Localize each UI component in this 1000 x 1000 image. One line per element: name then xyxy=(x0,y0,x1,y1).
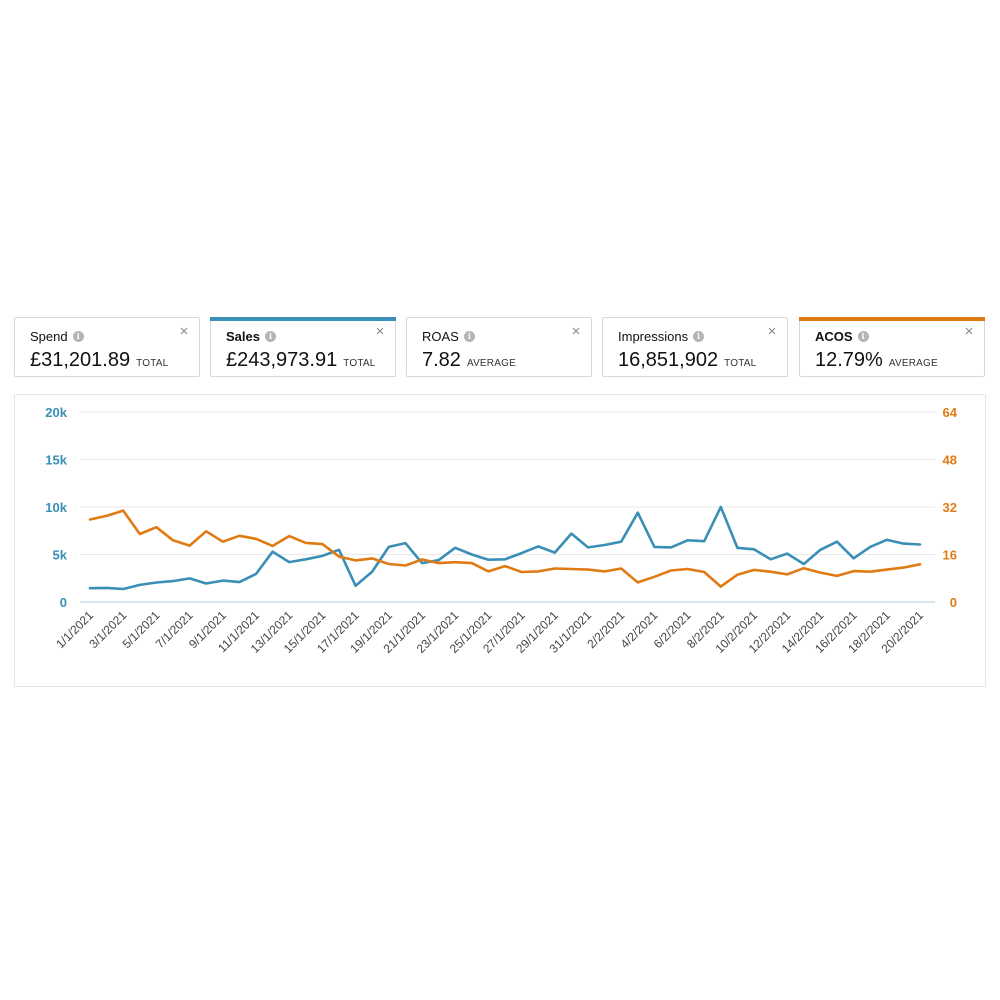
close-icon[interactable]: × xyxy=(571,323,581,340)
chart-panel: 0 5k 10k 15k 20k 0 16 32 48 64 1/1/2021 3/1/2021 5/1… xyxy=(14,394,986,687)
info-icon[interactable]: i xyxy=(857,330,869,342)
y-right-tick-label: 48 xyxy=(943,453,957,468)
metric-unit: AVERAGE xyxy=(888,358,938,369)
line-chart: 05k10k15k20k0163248641/1/20213/1/20215/1… xyxy=(45,405,958,656)
close-icon[interactable]: × xyxy=(767,323,777,340)
metric-value: £31,201.89 xyxy=(30,349,131,371)
metric-card-impressions[interactable]: Impressions i × 16,851,902 TOTAL xyxy=(602,317,788,377)
metric-value: £243,973.91 xyxy=(226,349,338,371)
metric-label: Spend xyxy=(30,328,68,344)
metric-value: 12.79% xyxy=(815,349,883,371)
metric-unit: TOTAL xyxy=(343,358,376,369)
info-icon[interactable]: i xyxy=(72,330,84,342)
metric-card-roas[interactable]: ROAS i × 7.82 AVERAGE xyxy=(406,317,592,377)
y-left-tick-label: 5k xyxy=(53,548,68,563)
metric-accent-bar xyxy=(602,317,788,321)
y-right-tick-label: 0 xyxy=(950,595,957,610)
metric-value: 7.82 xyxy=(422,349,461,371)
metric-label: ROAS xyxy=(422,328,459,344)
metric-card-acos[interactable]: ACOS i × 12.79% AVERAGE xyxy=(799,317,985,377)
metric-unit: AVERAGE xyxy=(466,358,516,369)
metric-accent-bar xyxy=(210,317,396,321)
close-icon[interactable]: × xyxy=(964,323,974,340)
info-icon[interactable]: i xyxy=(463,330,475,342)
series-line-acos xyxy=(88,509,922,588)
close-icon[interactable]: × xyxy=(179,323,189,340)
metric-accent-bar xyxy=(14,317,200,321)
metric-cards: Spend i × £31,201.89 TOTAL Sales i × £24… xyxy=(14,317,986,379)
y-left-tick-label: 10k xyxy=(45,500,67,515)
close-icon[interactable]: × xyxy=(375,323,385,340)
y-left-tick-label: 0 xyxy=(60,595,67,610)
y-right-tick-label: 16 xyxy=(943,548,957,563)
info-icon[interactable]: i xyxy=(264,330,276,342)
y-left-tick-label: 20k xyxy=(45,405,67,420)
metric-card-spend[interactable]: Spend i × £31,201.89 TOTAL xyxy=(14,317,200,377)
y-right-tick-label: 32 xyxy=(943,500,957,515)
metric-value: 16,851,902 xyxy=(618,349,719,371)
metric-unit: TOTAL xyxy=(724,358,757,369)
metric-accent-bar xyxy=(406,317,592,321)
metric-card-sales[interactable]: Sales i × £243,973.91 TOTAL xyxy=(210,317,396,377)
y-right-tick-label: 64 xyxy=(943,405,958,420)
metric-unit: TOTAL xyxy=(136,358,169,369)
metric-label: ACOS xyxy=(815,328,853,344)
metric-label: Impressions xyxy=(618,328,689,344)
y-left-tick-label: 15k xyxy=(45,453,67,468)
series-line-sales xyxy=(88,505,922,591)
metric-accent-bar xyxy=(799,317,985,321)
info-icon[interactable]: i xyxy=(693,330,705,342)
metric-label: Sales xyxy=(226,328,260,344)
